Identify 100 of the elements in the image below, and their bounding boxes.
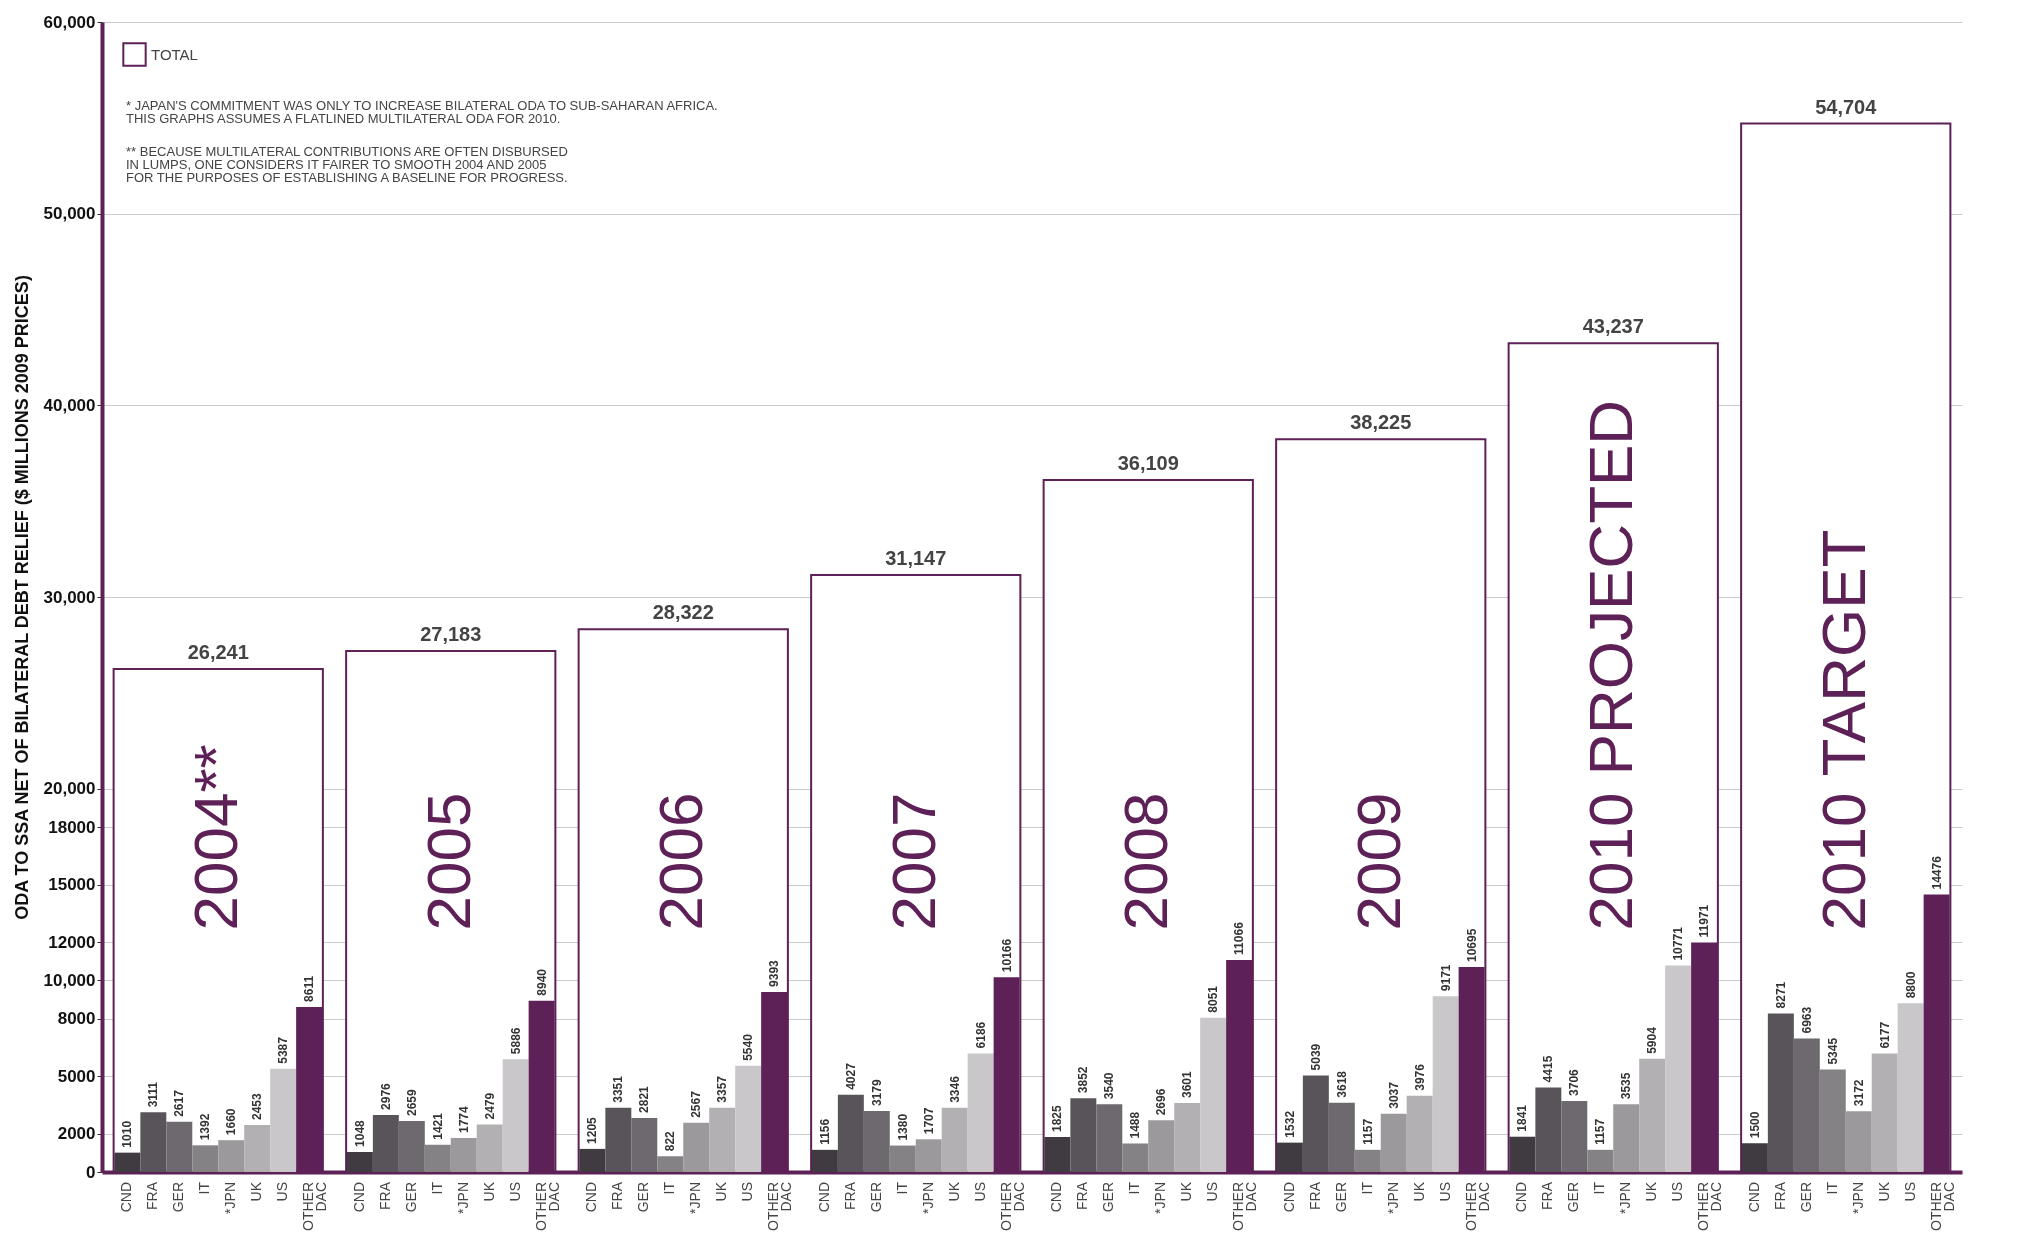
y-tick-label: 5000	[57, 1066, 96, 1086]
data-label: 1421	[430, 1112, 445, 1140]
text: US	[971, 1182, 988, 1202]
y-tick-label: 60,000	[43, 12, 96, 32]
text: CND	[1745, 1182, 1762, 1213]
data-label: 2696	[1154, 1088, 1169, 1116]
y-tick-label: 40,000	[43, 395, 96, 415]
text: IT	[196, 1181, 213, 1195]
data-label: 822	[663, 1130, 678, 1152]
text: IT	[661, 1182, 678, 1195]
data-label: 2659	[404, 1089, 419, 1117]
text: *JPN	[454, 1182, 471, 1214]
data-label: 8940	[534, 968, 549, 996]
text: OTHER DAC	[1230, 1182, 1260, 1231]
y-tick-label: 2000	[57, 1124, 96, 1144]
data-label: 3540	[1102, 1072, 1117, 1100]
data-label: 1825	[1050, 1105, 1065, 1133]
bar	[967, 1053, 994, 1172]
text: *JPN	[222, 1182, 239, 1214]
bar	[1793, 1038, 1820, 1172]
text: US	[274, 1182, 291, 1202]
data-label: 1707	[921, 1107, 936, 1135]
data-label: 10695	[1464, 928, 1479, 963]
text: *JPN	[1152, 1182, 1169, 1214]
data-label: 5345	[1825, 1037, 1840, 1065]
y-tick-label: 0	[86, 1162, 96, 1182]
bar	[709, 1107, 736, 1172]
text: CND	[1280, 1182, 1297, 1213]
bar	[1302, 1075, 1329, 1172]
bar	[424, 1144, 451, 1172]
bar	[1148, 1120, 1175, 1172]
x-tick-label: 2010 TARGET	[1808, 529, 1878, 931]
bar	[735, 1065, 762, 1172]
data-label: 11971	[1697, 904, 1712, 938]
bar	[1328, 1102, 1355, 1172]
bar	[631, 1117, 658, 1172]
x-tick-label: 2008	[1111, 792, 1181, 931]
data-label: 1841	[1515, 1104, 1530, 1132]
x-tick-label: 2004**	[181, 744, 251, 931]
bar	[1871, 1053, 1898, 1172]
text: GER	[1100, 1182, 1117, 1213]
bar	[1276, 1142, 1303, 1172]
bar	[1200, 1017, 1227, 1172]
data-label: 1048	[352, 1119, 367, 1147]
bar	[1535, 1087, 1562, 1172]
text: FRA	[841, 1182, 858, 1210]
data-label: 3037	[1386, 1081, 1401, 1109]
text: US	[1436, 1182, 1453, 1202]
text: OTHER DAC	[1695, 1182, 1725, 1231]
text: UK	[1410, 1182, 1427, 1202]
y-tick-label: 50,000	[43, 204, 96, 224]
y-tick-label: 18000	[48, 817, 96, 837]
data-label: 3535	[1619, 1072, 1634, 1100]
text: OTHER DAC	[765, 1182, 795, 1231]
bar	[1509, 1136, 1536, 1172]
data-label: 10771	[1671, 926, 1686, 961]
text: IT	[1591, 1182, 1608, 1195]
bar	[1819, 1069, 1846, 1172]
data-label: 3357	[715, 1075, 730, 1103]
data-label: 5904	[1645, 1026, 1660, 1054]
data-label: 9171	[1438, 964, 1453, 992]
data-label: 28,322	[652, 601, 714, 624]
text: *JPN	[1849, 1182, 1866, 1214]
data-label: 1156	[817, 1118, 832, 1145]
y-tick-label: 20,000	[43, 779, 96, 799]
text: OTHER DAC	[532, 1182, 562, 1231]
text: FRA	[376, 1182, 393, 1210]
x-tick-label: 2009	[1343, 792, 1413, 931]
text: UK	[248, 1181, 265, 1202]
text: FRA	[1074, 1182, 1091, 1210]
bar	[1613, 1104, 1640, 1172]
bar	[1845, 1111, 1872, 1172]
data-label: 5886	[508, 1027, 523, 1055]
bar	[1587, 1149, 1614, 1172]
data-label: 5387	[276, 1036, 291, 1064]
bar	[605, 1107, 632, 1172]
text: FRA	[609, 1182, 626, 1210]
data-label: 1660	[224, 1108, 239, 1136]
data-label: 3179	[869, 1079, 884, 1107]
bar	[863, 1111, 890, 1172]
text: OTHER DAC	[1462, 1182, 1492, 1231]
data-label: 1205	[585, 1116, 600, 1144]
data-label: 8271	[1773, 981, 1788, 1009]
bar	[683, 1122, 710, 1172]
bar	[1070, 1098, 1097, 1172]
data-label: 6963	[1799, 1006, 1814, 1034]
y-tick-label: 30,000	[43, 587, 96, 607]
data-label: 43,237	[1582, 315, 1644, 338]
text: IT	[1358, 1182, 1375, 1195]
text: CND	[1513, 1182, 1530, 1213]
data-label: 10166	[999, 938, 1014, 973]
text: US	[506, 1182, 523, 1202]
data-label: 1010	[120, 1120, 135, 1148]
data-label: 3976	[1412, 1063, 1427, 1091]
y-tick-label: 10,000	[43, 970, 96, 990]
text: IT	[1823, 1182, 1840, 1195]
text: GER	[635, 1182, 652, 1213]
data-label: 3601	[1180, 1070, 1195, 1098]
annotation: ** BECAUSE MULTILATERAL CONTRIBUTIONS ARE OFTEN DISBURSED IN LUMPS, ONE CONSIDERS IT FAIRER TO SMOOTH 2004 AND 2005 FOR THE PURPOSES OF ESTABLISHING A BASELINE FOR PROGRESS.	[126, 144, 568, 185]
data-label: 6186	[973, 1021, 988, 1049]
